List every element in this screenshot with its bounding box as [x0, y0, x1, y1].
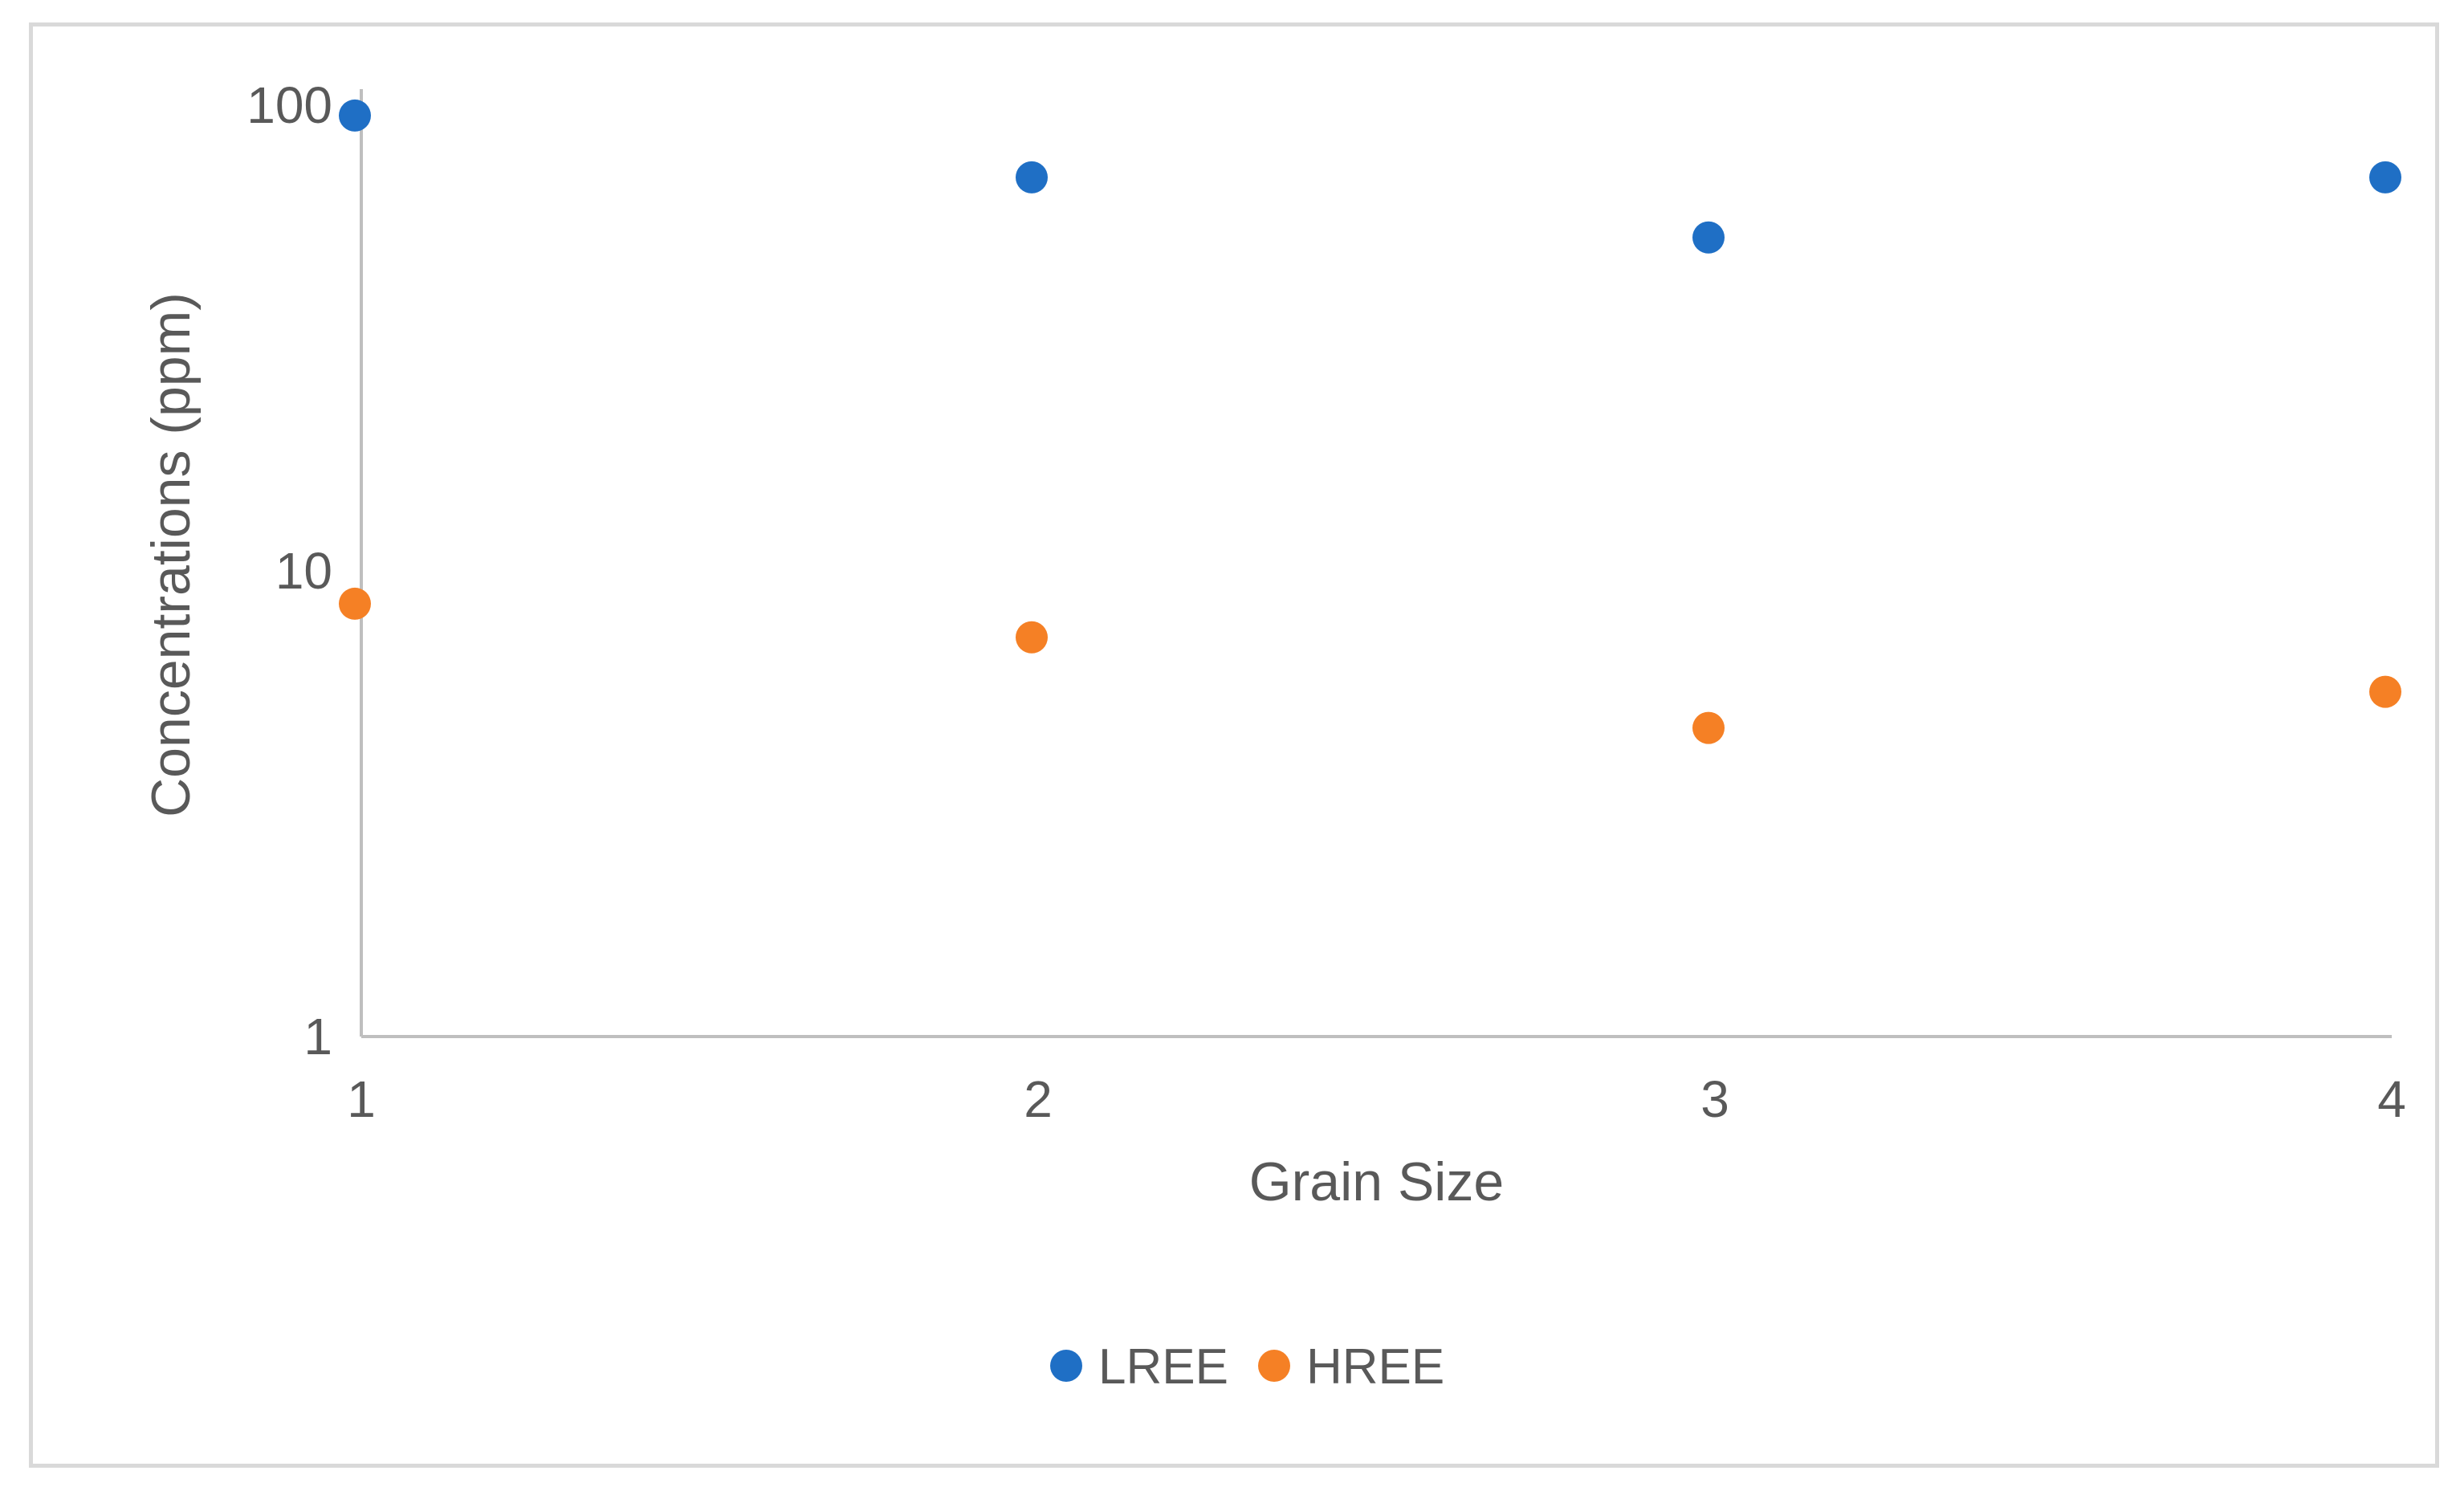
x-tick-label: 4: [2377, 1070, 2406, 1128]
y-axis-title: Concentrations (ppm): [141, 292, 202, 817]
point-hree-3: [1692, 711, 1725, 744]
x-tick-labels: 1 2 3 4: [347, 1070, 2406, 1128]
x-tick-label: 3: [1700, 1070, 1729, 1128]
y-tick-label: 1: [303, 1008, 332, 1065]
legend-marker-hree: [1258, 1350, 1290, 1382]
legend-marker-lree: [1050, 1350, 1082, 1382]
point-hree-4: [2369, 675, 2401, 708]
point-lree-1: [339, 99, 371, 132]
point-hree-1: [339, 587, 371, 620]
point-lree-2: [1016, 161, 1048, 194]
x-tick-label: 1: [347, 1070, 376, 1128]
y-tick-label: 10: [275, 542, 332, 600]
legend-label-hree: HREE: [1306, 1339, 1444, 1395]
scatter-chart: 1 10 100 1 2 3 4 Grain Size Concentrations (p…: [141, 76, 2406, 1395]
chart-frame: 1 10 100 1 2 3 4 Grain Size Concentrations (p…: [29, 22, 2439, 1468]
point-hree-2: [1016, 621, 1048, 654]
axes: [360, 89, 2392, 1038]
point-lree-4: [2369, 161, 2401, 194]
legend: LREE HREE: [1050, 1339, 1444, 1395]
data-points: [339, 99, 2401, 744]
point-lree-3: [1692, 221, 1725, 254]
y-tick-label: 100: [246, 76, 332, 134]
x-axis-title: Grain Size: [1249, 1151, 1504, 1212]
legend-label-lree: LREE: [1098, 1339, 1228, 1395]
y-tick-labels: 1 10 100: [246, 76, 332, 1065]
x-tick-label: 2: [1024, 1070, 1053, 1128]
